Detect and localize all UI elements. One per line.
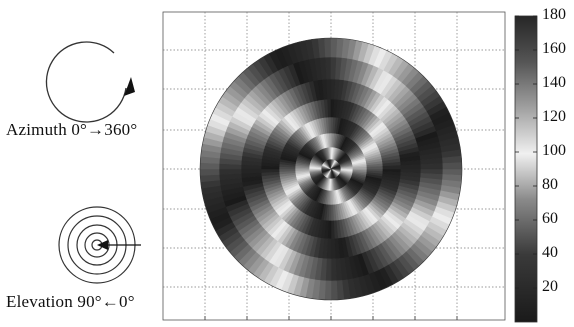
- colorbar-gradient: [514, 15, 538, 323]
- disc-cell: [347, 38, 358, 60]
- colorbar-tick-label: 60: [542, 210, 558, 227]
- colorbar-tick-label: 180: [542, 6, 566, 23]
- disc-cell: [324, 38, 332, 58]
- disc-cell: [441, 179, 462, 190]
- colorbar-tick-label: 40: [542, 244, 558, 261]
- colorbar-tick-label: 160: [542, 40, 566, 57]
- disc-cell: [200, 142, 222, 153]
- disc-cell: [330, 204, 334, 222]
- disc-cell: [326, 78, 332, 100]
- disc-cell: [341, 38, 352, 59]
- disc-cell: [200, 162, 220, 170]
- colorbar-tick-label: 120: [542, 108, 566, 125]
- azimuth-caption: Azimuth 0°→360°: [6, 120, 138, 139]
- disc-outline: [199, 37, 463, 301]
- disc-cell: [327, 98, 332, 118]
- colorbar: [514, 15, 538, 323]
- disc-cell: [341, 279, 352, 300]
- disc-cell: [330, 280, 338, 300]
- bottom-ticks: [204, 316, 458, 320]
- colorbar-tick-label: 20: [542, 278, 558, 295]
- disc-cell: [310, 279, 321, 300]
- disc-cell: [440, 185, 462, 196]
- disc-cell: [240, 168, 262, 174]
- disc-cell: [310, 38, 321, 59]
- disc-cell: [382, 165, 402, 170]
- disc-cell: [439, 135, 462, 148]
- disc-cell: [330, 258, 337, 282]
- colorbar-tick-label: 140: [542, 74, 566, 91]
- disc-cell: [330, 38, 338, 58]
- disc-cell: [278, 168, 296, 172]
- disc-cell: [441, 148, 462, 159]
- disc-cell: [304, 278, 315, 300]
- disc-cell: [336, 280, 345, 300]
- disc-cell: [328, 116, 332, 134]
- disc-cell: [420, 163, 444, 170]
- disc-cell: [330, 238, 336, 260]
- disc-cell: [200, 168, 220, 176]
- disc-cell: [347, 278, 358, 300]
- colorbar-ticks: [515, 15, 537, 289]
- disc-cell: [200, 179, 221, 190]
- disc-cell: [330, 220, 335, 240]
- disc-cell: [324, 280, 332, 300]
- disc-cell: [366, 166, 384, 170]
- disc-cell: [260, 168, 280, 173]
- disc-cell: [440, 142, 462, 153]
- disc-cell: [317, 38, 326, 58]
- disc-cell: [297, 38, 310, 61]
- disc-cell: [218, 168, 242, 175]
- elevation-caption: Elevation 90°←0°: [6, 292, 135, 311]
- disc-cell: [400, 164, 422, 170]
- spiral-disc: [199, 37, 463, 301]
- disc-cell: [442, 155, 462, 164]
- disc-cell: [304, 38, 315, 60]
- disc-cell: [325, 56, 332, 80]
- disc-cell: [442, 162, 462, 170]
- disc-cell: [200, 174, 220, 183]
- colorbar-tick-label: 100: [542, 142, 566, 159]
- circular-arrow-icon: [45, 41, 135, 123]
- disc-cell: [200, 190, 223, 203]
- disc-cell: [200, 148, 221, 159]
- disc-cell: [200, 185, 222, 196]
- disc-cell: [352, 277, 365, 300]
- concentric-rings-icon: [58, 206, 141, 284]
- colorbar-tick-label: 80: [542, 176, 558, 193]
